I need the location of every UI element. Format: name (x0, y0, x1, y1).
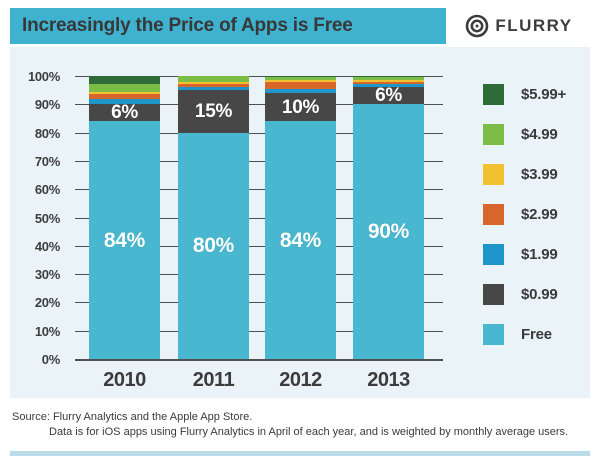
bar-value-label-2013-$0.99: 6% (375, 85, 402, 107)
legend-swatch-$4.99 (483, 124, 504, 145)
legend-swatch-$1.99 (483, 244, 504, 265)
bar-value-label-2012-Free: 84% (279, 228, 322, 252)
bar-segment-2010-$2.99 (89, 94, 160, 99)
legend-swatch-Free (483, 324, 504, 345)
gridline-70 (75, 161, 443, 162)
bar-segment-2013-Free: 90% (353, 104, 424, 359)
bar-value-label-2011-Free: 80% (192, 234, 235, 258)
bar-segment-2012-Free: 84% (265, 121, 336, 359)
gridline-90 (75, 104, 443, 105)
legend-label-$4.99: $4.99 (521, 126, 558, 143)
x-axis-label-2010: 2010 (103, 369, 146, 391)
y-axis-tick-70: 70% (34, 154, 60, 169)
legend-label-$3.99: $3.99 (521, 166, 558, 183)
legend-label-Free: Free (521, 326, 552, 343)
bar-value-label-2010-$0.99: 6% (111, 102, 138, 124)
bar-segment-2012-$5.99+ (265, 76, 336, 78)
gridline-30 (75, 274, 443, 275)
legend-swatch-$3.99 (483, 164, 504, 185)
bar-value-label-2012-$0.99: 10% (281, 96, 320, 118)
gridline-80 (75, 133, 443, 134)
source-line-1: Source: Flurry Analytics and the Apple A… (12, 411, 253, 423)
bar-segment-2010-$0.99: 6% (89, 102, 160, 124)
legend-label-$2.99: $2.99 (521, 206, 558, 223)
flurry-logo: FLURRY (446, 8, 592, 44)
legend-swatch-$5.99+ (483, 84, 504, 105)
bar-segment-2010-$3.99 (89, 91, 160, 95)
bar-segment-2010-Free: 84% (89, 121, 160, 359)
legend-swatch-$2.99 (483, 204, 504, 225)
bar-segment-2013-$5.99+ (353, 76, 424, 77)
bar-segment-2010-$1.99 (89, 98, 160, 105)
page-title: Increasingly the Price of Apps is Free (22, 15, 353, 36)
bar-segment-2010-$5.99+ (89, 76, 160, 85)
bottom-accent-strip (10, 451, 590, 456)
bar-segment-2011-Free: 80% (178, 132, 249, 359)
legend-item-Free: Free (483, 324, 552, 345)
gridline-20 (75, 302, 443, 303)
source-note: Source: Flurry Analytics and the Apple A… (12, 410, 588, 440)
legend-label-$0.99: $0.99 (521, 286, 558, 303)
legend-item-$3.99: $3.99 (483, 164, 558, 185)
y-axis-tick-100: 100% (27, 69, 60, 84)
legend-item-$5.99+: $5.99+ (483, 84, 566, 105)
gridline-100 (75, 76, 443, 77)
bar-segment-2011-$1.99 (178, 87, 249, 91)
brand-name: FLURRY (495, 16, 573, 35)
bar-segment-2012-$3.99 (265, 79, 336, 82)
bar-segment-2013-$4.99 (353, 76, 424, 81)
bar-segment-2013-$2.99 (353, 81, 424, 85)
bar-segment-2011-$3.99 (178, 81, 249, 84)
y-axis-tick-90: 90% (34, 97, 60, 112)
source-line-2: Data is for iOS apps using Flurry Analyt… (49, 426, 569, 438)
legend-label-$5.99+: $5.99+ (521, 86, 567, 103)
bar-segment-2013-$3.99 (353, 80, 424, 82)
bar-segment-2012-$4.99 (265, 77, 336, 80)
bar-value-label-2011-$0.99: 15% (194, 100, 233, 122)
x-axis-label-2013: 2013 (367, 369, 410, 391)
x-axis-label-2011: 2011 (192, 369, 235, 391)
gridline-60 (75, 189, 443, 190)
y-axis-tick-30: 30% (34, 267, 60, 282)
bar-value-label-2013-Free: 90% (367, 220, 410, 244)
bar-segment-2012-$1.99 (265, 88, 336, 93)
bar-segment-2012-$2.99 (265, 81, 336, 89)
legend-item-$1.99: $1.99 (483, 244, 558, 265)
gridline-40 (75, 246, 443, 247)
bar-segment-2012-$0.99: 10% (265, 92, 336, 122)
gridline-0 (75, 359, 443, 361)
legend-item-$2.99: $2.99 (483, 204, 558, 225)
bar-value-label-2010-Free: 84% (103, 228, 146, 252)
bar-segment-2011-$2.99 (178, 83, 249, 88)
bar-segment-2013-$1.99 (353, 84, 424, 88)
y-axis-tick-60: 60% (34, 182, 60, 197)
y-axis-tick-50: 50% (34, 211, 60, 226)
y-axis-tick-0: 0% (41, 352, 61, 367)
y-axis-tick-10: 10% (34, 324, 60, 339)
flurry-rings-icon (465, 14, 489, 38)
legend-swatch-$0.99 (483, 284, 504, 305)
y-axis-tick-40: 40% (34, 239, 60, 254)
plot-area: 0% 10% 20% 30% 40% 50% 60% 70% 80% 90% 100% 84% 6% 20… (10, 47, 590, 398)
x-axis-label-2012: 2012 (279, 369, 322, 391)
bar-segment-2011-$0.99: 15% (178, 90, 249, 133)
legend-label-$1.99: $1.99 (521, 246, 558, 263)
legend-item-$4.99: $4.99 (483, 124, 558, 145)
bar-segment-2013-$0.99: 6% (353, 85, 424, 107)
bar-segment-2010-$4.99 (89, 84, 160, 92)
legend-item-$0.99: $0.99 (483, 284, 558, 305)
gridline-10 (75, 331, 443, 332)
gridline-50 (75, 218, 443, 219)
header-band: Increasingly the Price of Apps is Free (10, 8, 446, 44)
chart-panel: 0% 10% 20% 30% 40% 50% 60% 70% 80% 90% 100% 84% 6% 20… (10, 47, 590, 398)
y-axis-tick-80: 80% (34, 126, 60, 141)
y-axis-tick-20: 20% (34, 295, 60, 310)
bar-segment-2011-$4.99 (178, 76, 249, 82)
